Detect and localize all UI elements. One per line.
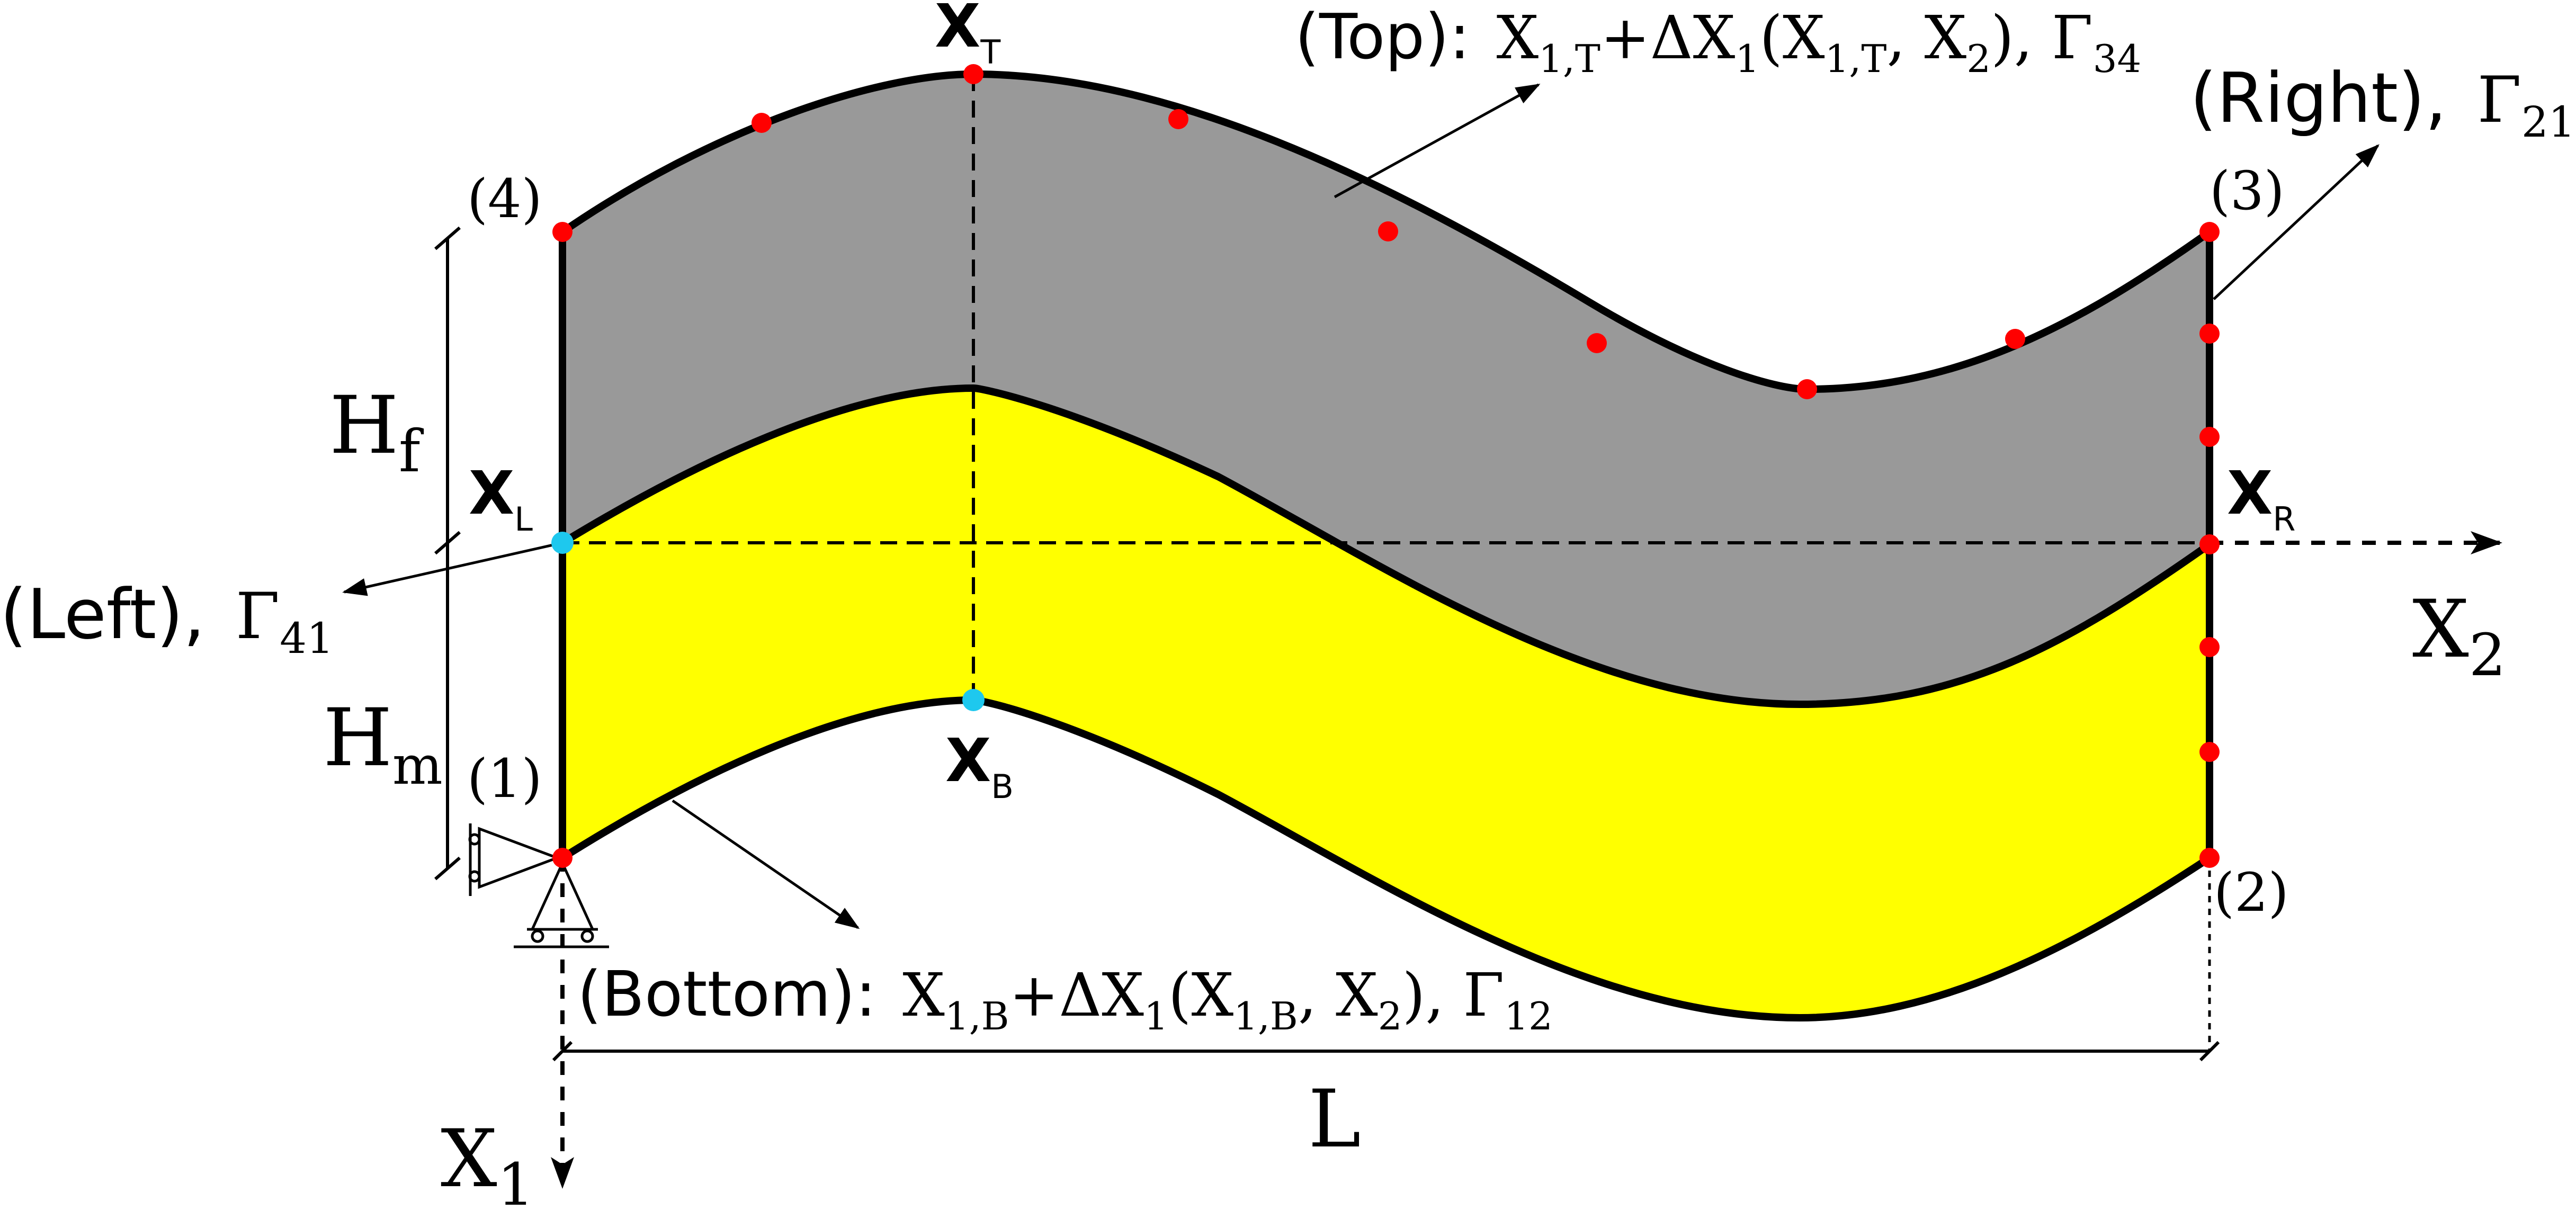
node-corner-1 xyxy=(552,848,573,868)
pin-roller-support xyxy=(468,823,609,948)
right-boundary-label: (Right), Γ21 xyxy=(2190,58,2575,147)
node-xb xyxy=(962,689,985,711)
matrix-region xyxy=(562,388,2210,1018)
height-tick-bottom xyxy=(434,856,461,881)
node-top-xt xyxy=(963,64,983,84)
bottom-boundary-label: (Bottom): X1,B+ΔX1(X1,B, X2), Γ12 xyxy=(577,957,1553,1038)
node-top-3 xyxy=(1168,109,1188,129)
corner-3-label: (3) xyxy=(2210,160,2285,222)
bottom-boundary-curve xyxy=(560,696,2212,1022)
length-label: L xyxy=(1308,1073,1361,1166)
corner-1-label: (1) xyxy=(467,748,542,810)
left-boundary-label: (Left), Γ41 xyxy=(0,574,334,663)
node-top-7 xyxy=(2005,329,2025,349)
node-right-2 xyxy=(2199,427,2220,447)
label-xt: XT xyxy=(935,0,1001,71)
bottom-label-leader xyxy=(672,799,860,929)
height-fiber-label: Hf xyxy=(329,380,424,485)
node-right-5 xyxy=(2199,742,2220,762)
length-tick-left xyxy=(552,1041,573,1062)
height-tick-top xyxy=(434,226,461,250)
node-right-1 xyxy=(2199,324,2220,344)
node-corner-4 xyxy=(552,222,573,242)
height-matrix-label: Hm xyxy=(323,692,443,796)
label-xb: XB xyxy=(945,727,1014,806)
node-top-4 xyxy=(1378,221,1398,241)
left-label-leader xyxy=(342,541,563,596)
top-boundary-label: (Top): X1,T+ΔX1(X1,T, X2), Γ34 xyxy=(1295,0,2141,81)
label-xr: XR xyxy=(2227,459,2295,539)
node-right-xr xyxy=(2199,534,2220,554)
axis-x1-label: X1 xyxy=(441,1113,534,1210)
node-right-4 xyxy=(2199,637,2220,657)
corner-2-label: (2) xyxy=(2214,862,2289,924)
node-corner-2 xyxy=(2199,848,2220,868)
top-boundary-curve xyxy=(560,70,2212,393)
corner-4-label: (4) xyxy=(467,168,542,230)
length-tick-right xyxy=(2199,1041,2220,1062)
fiber-region xyxy=(562,74,2210,704)
node-top-1 xyxy=(752,113,772,133)
node-xl xyxy=(551,532,574,554)
node-top-5 xyxy=(1587,333,1607,353)
right-label-leader xyxy=(2213,144,2380,300)
top-label-leader xyxy=(1334,83,1541,199)
axis-x2-label: X2 xyxy=(2412,584,2506,689)
node-top-6 xyxy=(1797,379,1817,399)
interface-curve xyxy=(560,384,2212,709)
height-tick-middle xyxy=(434,531,461,555)
label-xl: XL xyxy=(469,459,533,539)
node-corner-3 xyxy=(2199,222,2220,242)
boundary-nodes xyxy=(552,64,2220,868)
